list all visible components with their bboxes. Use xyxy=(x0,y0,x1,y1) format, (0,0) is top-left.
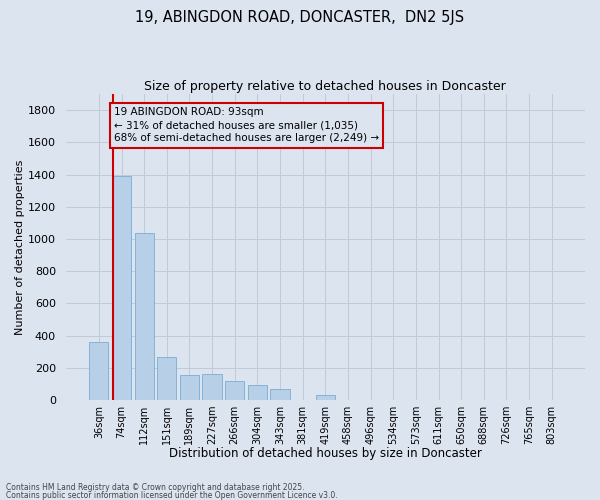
Bar xyxy=(134,234,154,400)
Text: Contains public sector information licensed under the Open Government Licence v3: Contains public sector information licen… xyxy=(6,490,338,500)
Bar xyxy=(202,374,222,400)
Bar xyxy=(271,389,290,400)
X-axis label: Distribution of detached houses by size in Doncaster: Distribution of detached houses by size … xyxy=(169,447,482,460)
Bar xyxy=(157,356,176,400)
Bar xyxy=(316,396,335,400)
Text: Contains HM Land Registry data © Crown copyright and database right 2025.: Contains HM Land Registry data © Crown c… xyxy=(6,483,305,492)
Bar xyxy=(180,375,199,400)
Title: Size of property relative to detached houses in Doncaster: Size of property relative to detached ho… xyxy=(145,80,506,93)
Text: 19, ABINGDON ROAD, DONCASTER,  DN2 5JS: 19, ABINGDON ROAD, DONCASTER, DN2 5JS xyxy=(136,10,464,25)
Bar xyxy=(112,176,131,400)
Bar xyxy=(89,342,109,400)
Bar xyxy=(225,381,244,400)
Text: 19 ABINGDON ROAD: 93sqm
← 31% of detached houses are smaller (1,035)
68% of semi: 19 ABINGDON ROAD: 93sqm ← 31% of detache… xyxy=(114,107,379,144)
Y-axis label: Number of detached properties: Number of detached properties xyxy=(15,160,25,334)
Bar xyxy=(248,386,267,400)
